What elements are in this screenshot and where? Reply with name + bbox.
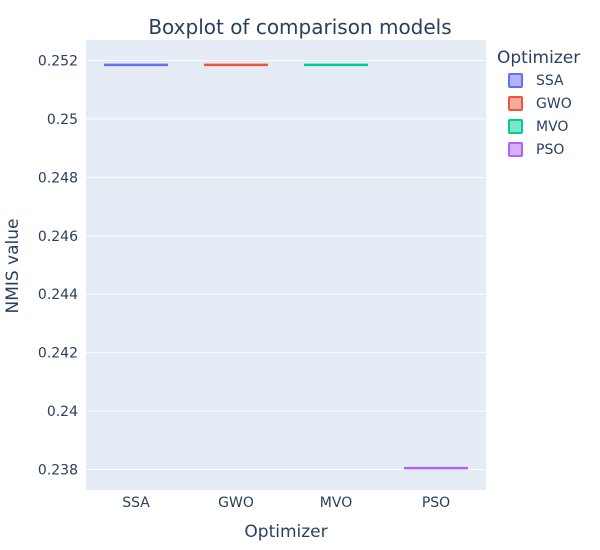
plot-area: [86, 40, 486, 490]
chart-title: Boxplot of comparison models: [148, 15, 451, 39]
y-axis-title: NMIS value: [3, 218, 23, 313]
y-tick-label: 0.244: [38, 287, 78, 303]
y-tick-label: 0.238: [38, 463, 78, 479]
legend-title: Optimizer: [497, 48, 580, 68]
legend-swatch-ssa[interactable]: [508, 73, 523, 88]
y-tick-label: 0.242: [38, 346, 78, 362]
y-tick-label: 0.24: [47, 404, 78, 420]
x-tick-label: SSA: [122, 495, 150, 511]
x-tick-label: MVO: [320, 495, 352, 511]
y-axis-ticks: 0.238 0.24 0.242 0.244 0.246 0.248 0.25 0.252: [38, 53, 78, 478]
legend-label-mvo[interactable]: MVO: [536, 119, 568, 135]
legend-swatch-mvo[interactable]: [508, 119, 523, 134]
x-tick-label: GWO: [218, 495, 254, 511]
y-tick-label: 0.248: [38, 170, 78, 186]
x-axis-ticks: SSA GWO MVO PSO: [122, 495, 450, 511]
y-tick-label: 0.25: [47, 112, 78, 128]
y-tick-label: 0.246: [38, 229, 78, 245]
legend-label-pso[interactable]: PSO: [536, 142, 564, 158]
legend: Optimizer SSA GWO MVO PSO: [497, 48, 580, 158]
legend-swatch-gwo[interactable]: [508, 96, 523, 111]
box-series: [104, 63, 468, 470]
legend-label-gwo[interactable]: GWO: [536, 96, 572, 112]
legend-swatch-pso[interactable]: [508, 142, 523, 157]
x-axis-title: Optimizer: [244, 522, 327, 542]
y-tick-label: 0.252: [38, 53, 78, 69]
legend-label-ssa[interactable]: SSA: [536, 73, 564, 89]
x-tick-label: PSO: [422, 495, 450, 511]
gridlines: [86, 59, 486, 471]
